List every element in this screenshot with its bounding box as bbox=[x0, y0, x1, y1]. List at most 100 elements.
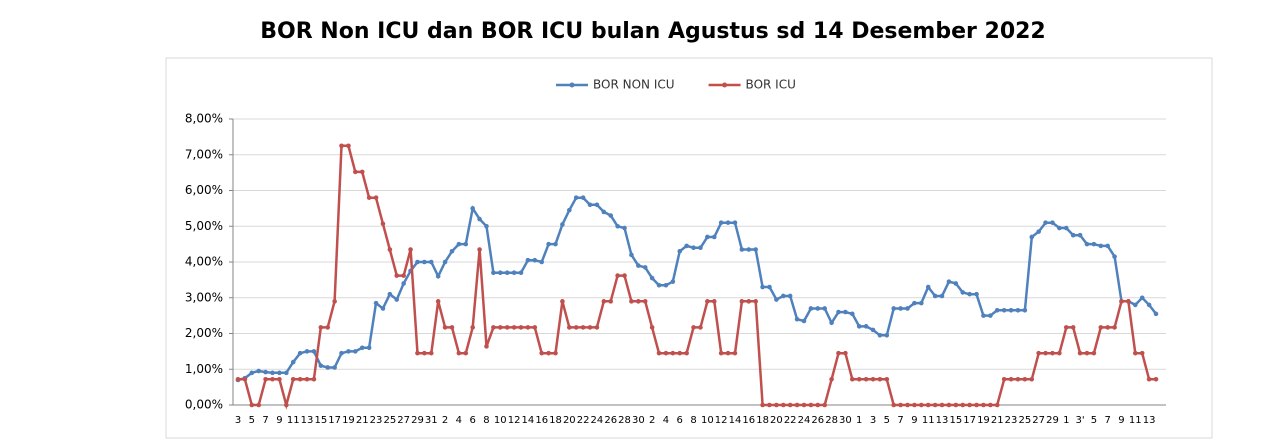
x-tick-label: 9 bbox=[276, 415, 282, 426]
x-tick-label: 11 bbox=[1129, 415, 1142, 426]
data-point bbox=[608, 213, 614, 218]
x-tick-label: 10 bbox=[494, 415, 507, 426]
x-tick-label: 8 bbox=[483, 415, 489, 426]
data-point bbox=[394, 297, 400, 302]
y-tick-label: 2,00% bbox=[185, 326, 223, 340]
x-tick-label: 16 bbox=[535, 415, 548, 426]
data-point bbox=[249, 370, 255, 376]
data-point bbox=[1126, 299, 1131, 304]
data-point bbox=[1146, 302, 1152, 308]
data-point bbox=[877, 332, 883, 338]
x-tick-label: 29 bbox=[1046, 415, 1059, 426]
data-point bbox=[1022, 376, 1028, 382]
x-tick-label: 30 bbox=[839, 415, 852, 426]
data-point bbox=[270, 376, 275, 382]
data-point bbox=[477, 216, 482, 222]
data-point bbox=[594, 202, 600, 208]
data-point bbox=[705, 234, 710, 240]
data-point bbox=[318, 325, 324, 330]
data-point bbox=[718, 220, 724, 225]
data-point bbox=[636, 299, 641, 304]
data-point bbox=[642, 299, 648, 304]
data-point bbox=[470, 325, 475, 330]
data-point bbox=[1139, 350, 1145, 356]
data-point bbox=[843, 350, 848, 356]
data-point bbox=[953, 281, 959, 286]
data-point bbox=[1022, 307, 1028, 313]
data-point bbox=[546, 350, 551, 356]
data-point bbox=[1112, 254, 1117, 259]
data-point bbox=[932, 402, 938, 408]
data-point bbox=[787, 293, 793, 299]
data-point bbox=[912, 300, 917, 306]
y-tick-label: 4,00% bbox=[185, 255, 223, 269]
data-point bbox=[663, 350, 669, 356]
data-point bbox=[297, 350, 303, 356]
data-point bbox=[532, 257, 538, 263]
x-tick-label: 7 bbox=[1104, 415, 1110, 426]
data-point bbox=[1139, 295, 1145, 301]
data-point bbox=[711, 234, 717, 240]
data-point bbox=[939, 293, 945, 299]
data-point bbox=[373, 300, 379, 306]
data-point bbox=[863, 324, 869, 329]
data-point bbox=[408, 247, 413, 252]
series-line bbox=[237, 196, 1157, 382]
data-point bbox=[560, 299, 565, 304]
x-tick-label: 22 bbox=[784, 415, 797, 426]
data-point bbox=[553, 350, 558, 356]
plot-frame bbox=[165, 57, 1213, 439]
data-point bbox=[1077, 350, 1083, 356]
data-point bbox=[622, 225, 627, 231]
data-point bbox=[780, 402, 786, 408]
data-point bbox=[546, 241, 551, 247]
chart-title: BOR Non ICU dan BOR ICU bulan Agustus sd… bbox=[260, 19, 1046, 44]
data-point bbox=[884, 376, 890, 382]
data-point bbox=[629, 252, 634, 258]
series-line bbox=[238, 144, 1156, 410]
data-point bbox=[573, 195, 579, 200]
data-point bbox=[1105, 325, 1110, 330]
data-point bbox=[684, 243, 689, 249]
x-tick-label: 1 bbox=[856, 415, 862, 426]
data-point bbox=[843, 309, 848, 315]
data-point bbox=[960, 290, 966, 295]
data-point bbox=[263, 376, 268, 382]
data-point bbox=[1084, 350, 1090, 356]
data-point bbox=[774, 297, 779, 302]
data-point bbox=[677, 248, 683, 254]
data-point bbox=[836, 350, 841, 356]
data-point bbox=[787, 402, 793, 408]
data-point bbox=[401, 281, 406, 286]
x-tick-label: 22 bbox=[577, 415, 590, 426]
data-point bbox=[760, 402, 765, 408]
data-point bbox=[346, 143, 351, 149]
data-point bbox=[884, 332, 890, 338]
data-point bbox=[1008, 376, 1014, 382]
data-point bbox=[794, 316, 800, 322]
data-point bbox=[325, 365, 331, 370]
data-point bbox=[380, 221, 386, 227]
data-point bbox=[698, 325, 703, 330]
data-point bbox=[339, 143, 344, 149]
data-point bbox=[1132, 350, 1138, 356]
data-point bbox=[1063, 325, 1069, 330]
data-point bbox=[905, 306, 910, 311]
data-point bbox=[304, 376, 310, 382]
x-tick-label: 21 bbox=[356, 415, 369, 426]
data-point bbox=[491, 270, 496, 276]
x-tick-label: 15 bbox=[949, 415, 962, 426]
data-point bbox=[1105, 243, 1110, 249]
data-point bbox=[311, 349, 317, 354]
x-tick-label: 6 bbox=[677, 415, 683, 426]
data-point bbox=[1153, 376, 1159, 382]
data-point bbox=[739, 247, 745, 252]
data-point bbox=[256, 402, 262, 408]
data-point bbox=[663, 282, 669, 288]
data-point bbox=[925, 402, 931, 408]
data-point bbox=[1091, 241, 1097, 247]
x-tick-label: 17 bbox=[963, 415, 976, 426]
data-point bbox=[718, 350, 724, 356]
